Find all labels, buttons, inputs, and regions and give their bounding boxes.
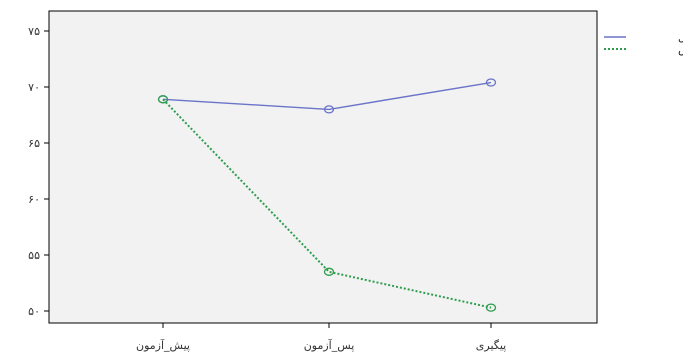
data-point [485, 303, 497, 312]
series-line-1 [162, 98, 492, 309]
y-axis: ۵۰ ۵۵ ۶۰ ۶۵ ۷۰ ۷۵ [28, 25, 49, 318]
legend-label: آزمایش [678, 42, 683, 56]
data-point [157, 95, 169, 104]
x-axis: پیش_آزمون پس_آزمون پیگیری [136, 323, 506, 352]
y-tick-label: ۶۰ [28, 193, 40, 206]
plot-area [48, 10, 598, 324]
y-tick-label: ۵۵ [28, 249, 40, 262]
data-point [323, 105, 335, 114]
legend: کنترلآزمایش [604, 31, 683, 56]
x-tick-label: پس_آزمون [304, 338, 355, 352]
y-tick-label: ۷۰ [28, 81, 40, 94]
data-point [323, 267, 335, 276]
y-tick-label: ۵۰ [28, 305, 40, 318]
data-point [485, 78, 497, 87]
series-layer [157, 78, 497, 312]
x-tick-label: پیش_آزمون [136, 338, 190, 352]
legend-label: کنترل [678, 31, 683, 44]
y-tick-label: ۷۵ [28, 25, 40, 38]
series-line-0 [162, 81, 492, 111]
x-tick-label: پیگیری [476, 339, 506, 352]
y-tick-label: ۶۵ [28, 137, 40, 150]
